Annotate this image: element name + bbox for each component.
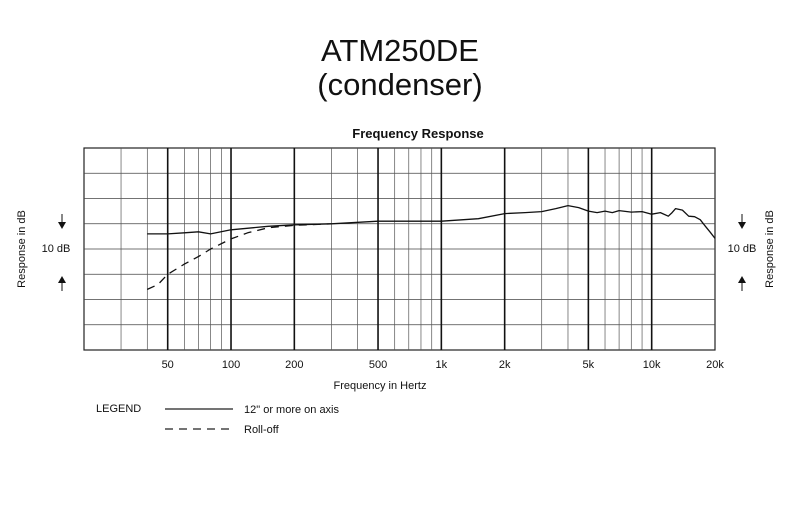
- x-tick-label: 10k: [643, 359, 661, 371]
- on-axis-curve: [147, 204, 716, 239]
- arrow-down-head: [738, 222, 746, 229]
- plot-grid: [83, 147, 716, 351]
- y-axis-label-right: Response in dB: [764, 210, 776, 288]
- chart-title: ATM250DE: [321, 33, 479, 68]
- arrow-up-head: [738, 276, 746, 283]
- x-tick-label: 20k: [706, 359, 724, 371]
- scale-indicator-right: 10 dB: [728, 243, 757, 255]
- legend-entry-roll-off: Roll-off: [244, 424, 280, 436]
- x-tick-label: 1k: [436, 359, 448, 371]
- y-axis-label-left: Response in dB: [16, 210, 28, 288]
- x-tick-label: 2k: [499, 359, 511, 371]
- x-tick-label: 100: [222, 359, 240, 371]
- x-tick-label: 5k: [583, 359, 595, 371]
- roll-off-curve: [147, 223, 332, 290]
- x-tick-label: 200: [285, 359, 303, 371]
- x-tick-label: 50: [162, 359, 174, 371]
- arrow-down-head: [58, 222, 66, 229]
- x-axis-label: Frequency in Hertz: [334, 380, 427, 392]
- legend-title: LEGEND: [96, 403, 141, 415]
- legend-entry-on-axis: 12" or more on axis: [244, 404, 340, 416]
- scale-arrows: [58, 214, 746, 291]
- x-tick-label: 500: [369, 359, 387, 371]
- scale-indicator-left: 10 dB: [42, 243, 71, 255]
- arrow-up-head: [58, 276, 66, 283]
- frequency-response-heading: Frequency Response: [352, 126, 484, 141]
- plot-curves: [147, 204, 716, 290]
- chart-subtitle: (condenser): [317, 67, 483, 102]
- x-tick-labels: 50 100 200 500 1k 2k 5k 10k 20k: [162, 359, 725, 371]
